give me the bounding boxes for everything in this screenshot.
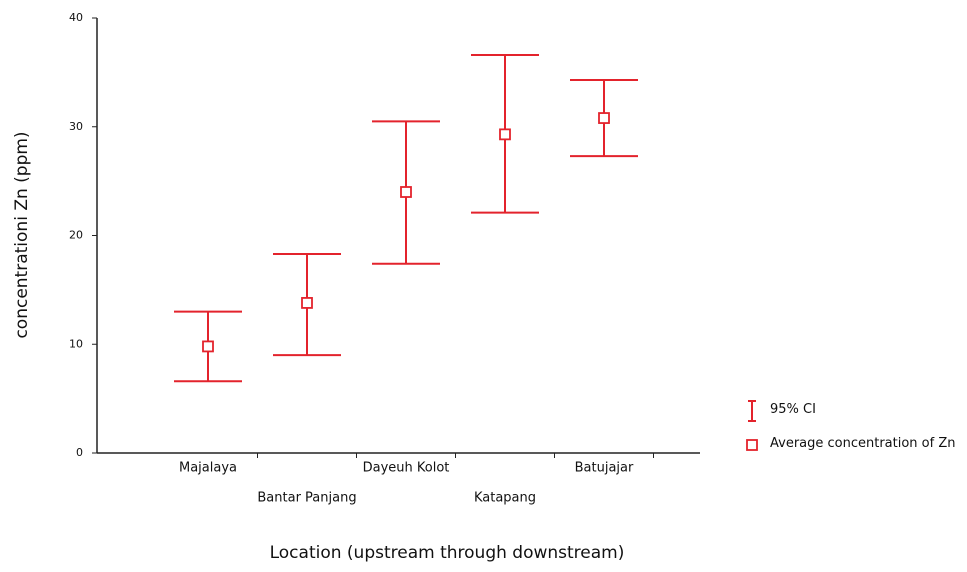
mean-marker [499,128,511,141]
y-tick-label: 30 [69,120,83,133]
legend-mean: Average concentration of Zn [770,436,956,451]
x-tick-label: Bantar Panjang [257,491,356,506]
mean-marker [202,340,214,353]
x-tick-label: Majalaya [179,461,237,476]
mean-marker [598,112,610,124]
y-axis-label: concentrationi Zn (ppm) [12,131,32,338]
y-tick-label: 20 [69,229,83,242]
x-tick-label: Katapang [474,491,536,506]
x-axis-label: Location (upstream through downstream) [270,543,625,563]
x-tick-label: Batujajar [575,461,634,476]
x-tick-label: Dayeuh Kolot [363,461,450,476]
y-tick-label: 10 [69,337,83,350]
mean-marker [301,297,313,309]
legend-mean-icon [746,439,758,451]
mean-marker [400,186,412,198]
legend-ci: 95% CI [770,402,816,417]
y-tick-label: 40 [69,11,83,24]
y-tick-label: 0 [76,446,83,459]
